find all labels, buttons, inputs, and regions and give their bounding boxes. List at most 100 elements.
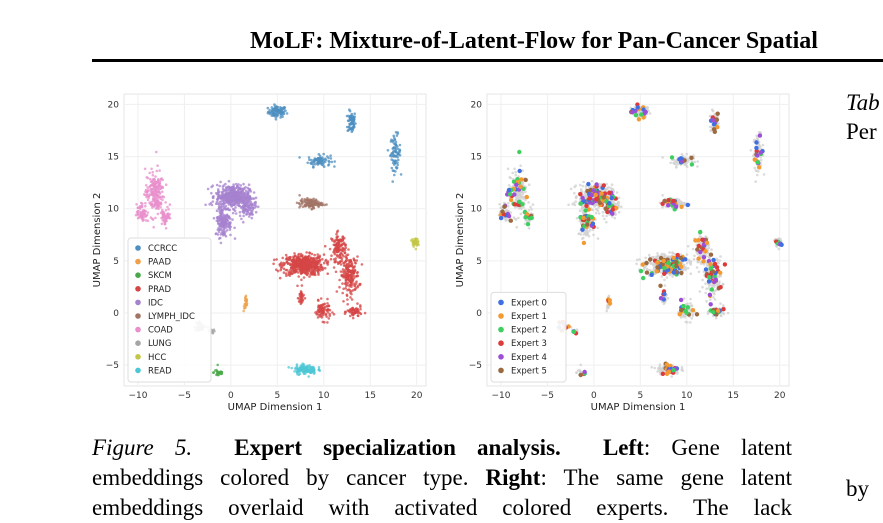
scatter-point	[316, 260, 319, 263]
scatter-point	[308, 268, 311, 271]
background-point	[711, 285, 714, 288]
scatter-point	[221, 193, 224, 196]
background-point	[686, 253, 689, 256]
scatter-point	[321, 258, 324, 261]
scatter-point	[224, 183, 227, 186]
background-point	[660, 275, 663, 278]
scatter-point	[324, 158, 327, 161]
scatter-point	[313, 254, 316, 257]
scatter-point	[217, 197, 220, 200]
scatter-point	[255, 211, 258, 214]
scatter-point	[243, 193, 246, 196]
scatter-point	[346, 294, 349, 297]
scatter-point	[344, 252, 347, 255]
background-point	[663, 255, 666, 258]
scatter-point	[150, 189, 153, 192]
scatter-point	[285, 254, 288, 257]
scatter-point	[331, 238, 334, 241]
background-point	[704, 292, 707, 295]
legend-entry: IDC	[148, 298, 163, 308]
x-tick-label: 0	[228, 391, 234, 401]
scatter-point	[314, 163, 317, 166]
scatter-point	[348, 262, 351, 265]
background-point	[719, 255, 722, 258]
background-point	[515, 226, 518, 229]
scatter-point	[394, 170, 397, 173]
background-point	[715, 317, 718, 320]
background-point	[574, 204, 577, 207]
scatter-point	[161, 223, 164, 226]
background-point	[528, 183, 531, 186]
background-point	[694, 161, 697, 164]
background-point	[593, 205, 596, 208]
scatter-point	[152, 184, 155, 187]
scatter-point	[273, 106, 276, 109]
scatter-point	[167, 217, 170, 220]
background-point	[689, 298, 692, 301]
scatter-point	[301, 284, 304, 287]
scatter-point	[239, 215, 242, 218]
scatter-point	[313, 369, 316, 372]
background-point	[691, 304, 694, 307]
scatter-point	[299, 260, 302, 263]
scatter-point	[342, 300, 345, 303]
background-point	[689, 302, 692, 305]
scatter-point	[322, 267, 325, 270]
background-point	[686, 262, 689, 265]
scatter-point	[224, 224, 227, 227]
background-point	[687, 303, 690, 306]
scatter-point	[329, 248, 332, 251]
scatter-point	[233, 227, 236, 230]
scatter-point	[396, 148, 399, 151]
scatter-point	[218, 185, 221, 188]
scatter-point	[351, 117, 354, 120]
scatter-point	[143, 212, 146, 215]
scatter-point	[305, 203, 308, 206]
background-point	[710, 248, 713, 251]
scatter-point	[215, 192, 218, 195]
background-point	[573, 192, 576, 195]
background-point	[709, 298, 712, 301]
scatter-point	[343, 248, 346, 251]
scatter-point	[322, 153, 325, 156]
scatter-point	[337, 230, 340, 233]
scatter-point	[158, 169, 161, 172]
legend-entry: PAAD	[148, 258, 171, 268]
scatter-point	[158, 188, 161, 191]
background-point	[649, 112, 652, 115]
scatter-point	[317, 368, 320, 371]
y-tick-label: 20	[108, 100, 120, 110]
background-point	[575, 196, 578, 199]
scatter-point	[304, 297, 307, 300]
scatter-point	[307, 375, 310, 378]
scatter-point	[217, 190, 220, 193]
scatter-point	[359, 305, 362, 308]
x-tick-label: −5	[541, 391, 554, 401]
scatter-point	[311, 371, 314, 374]
scatter-point	[308, 369, 311, 372]
scatter-point	[312, 265, 315, 268]
scatter-point	[303, 363, 306, 366]
scatter-point	[302, 205, 305, 208]
scatter-point	[325, 259, 328, 262]
scatter-point	[299, 293, 302, 296]
scatter-point	[251, 217, 254, 220]
scatter-point	[335, 233, 338, 236]
scatter-point	[280, 107, 283, 110]
scatter-point	[356, 274, 359, 277]
scatter-point	[228, 180, 231, 183]
scatter-point	[344, 287, 347, 290]
background-point	[582, 181, 585, 184]
scatter-point	[164, 217, 167, 220]
scatter-point	[307, 256, 310, 259]
scatter-point	[229, 234, 232, 237]
y-tick-label: 5	[476, 257, 482, 267]
background-point	[582, 237, 585, 240]
legend-entry: COAD	[148, 326, 173, 336]
scatter-point	[394, 150, 397, 153]
scatter-point	[165, 183, 168, 186]
scatter-point	[326, 262, 329, 265]
scatter-point	[413, 243, 416, 246]
scatter-point	[253, 191, 256, 194]
scatter-point	[302, 370, 305, 373]
